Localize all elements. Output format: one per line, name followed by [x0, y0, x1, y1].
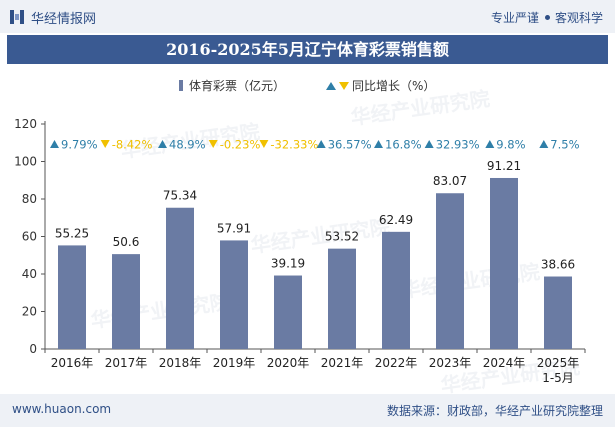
legend-growth-label: 同比增长（%） — [352, 79, 435, 93]
growth-up-triangle-icon — [424, 140, 434, 148]
x-tick-label: 2023年 — [429, 356, 472, 370]
growth-down-triangle-icon — [100, 140, 110, 148]
y-tick-label: 100 — [14, 155, 37, 169]
data-source: 数据来源：财政部，华经产业研究院整理 — [386, 404, 603, 418]
legend-bar-label: 体育彩票（亿元） — [189, 78, 285, 93]
bar — [544, 276, 572, 349]
legend-up-triangle-icon — [326, 82, 336, 90]
bar-value-label: 75.34 — [163, 189, 197, 203]
growth-label: 36.57% — [328, 138, 372, 152]
bar — [220, 240, 248, 349]
growth-label: -0.23% — [220, 138, 261, 152]
growth-label: 16.8% — [385, 138, 422, 152]
growth-up-triangle-icon — [539, 140, 549, 148]
x-tick-label: 2020年 — [267, 356, 310, 370]
bar — [490, 177, 518, 349]
growth-up-triangle-icon — [50, 140, 59, 148]
x-tick-label: 2018年 — [159, 356, 202, 370]
y-tick-label: 80 — [22, 192, 37, 206]
bar — [58, 245, 86, 349]
growth-up-triangle-icon — [485, 140, 495, 148]
growth-up-triangle-icon — [316, 140, 326, 148]
x-tick-label: 2025年 — [537, 356, 580, 370]
growth-up-triangle-icon — [158, 140, 167, 148]
bar — [382, 231, 410, 349]
growth-label: -8.42% — [112, 138, 153, 152]
x-tick-label: 2017年 — [105, 356, 148, 370]
huajing-logo-icon — [10, 10, 24, 24]
bar — [166, 207, 194, 349]
bar-value-label: 55.25 — [55, 226, 89, 240]
tagline-left: 专业严谨 — [490, 11, 539, 25]
growth-label: 7.5% — [550, 138, 579, 152]
bar-value-label: 39.19 — [271, 257, 305, 271]
x-tick-label-sub: 1-5月 — [542, 371, 574, 385]
y-tick-label: 0 — [29, 342, 37, 356]
growth-label: 9.79% — [61, 138, 98, 152]
bar-value-label: 50.6 — [113, 235, 140, 249]
bar-value-label: 91.21 — [487, 159, 521, 173]
growth-down-triangle-icon — [259, 140, 269, 148]
growth-label: 32.93% — [436, 138, 480, 152]
growth-label: 48.9% — [169, 138, 206, 152]
x-tick-label: 2021年 — [321, 356, 364, 370]
x-tick-label: 2019年 — [213, 356, 256, 370]
x-tick-label: 2016年 — [51, 356, 94, 370]
y-tick-label: 40 — [22, 267, 37, 281]
website-link[interactable]: www.huaon.com — [12, 402, 112, 416]
separator-dot-icon — [544, 15, 550, 20]
growth-label: 9.8% — [496, 138, 525, 152]
bar-value-label: 53.52 — [325, 230, 359, 244]
y-tick-label: 120 — [14, 117, 37, 131]
bar — [328, 248, 356, 349]
x-tick-label: 2024年 — [483, 356, 526, 370]
bar — [112, 254, 140, 349]
footer-bar: www.huaon.com 数据来源：财政部，华经产业研究院整理 — [0, 394, 615, 427]
y-tick-label: 60 — [22, 230, 37, 244]
title-bar: 2016-2025年5月辽宁体育彩票销售额 — [7, 35, 608, 64]
brand-name: 华经情报网 — [31, 12, 97, 27]
header-bar: 华经情报网 专业严谨 客观科学 — [0, 0, 615, 33]
tagline: 专业严谨 客观科学 — [491, 9, 603, 26]
legend-down-triangle-icon — [339, 82, 349, 90]
x-tick-label: 2022年 — [375, 356, 418, 370]
growth-down-triangle-icon — [208, 140, 218, 148]
bar-chart: 体育彩票（亿元） 同比增长（%） 0 20 40 60 80 100 120 55.25 2016年… — [14, 78, 586, 385]
bar-value-label: 62.49 — [379, 213, 413, 227]
tagline-right: 客观科学 — [554, 11, 603, 25]
growth-up-triangle-icon — [374, 140, 383, 148]
bar-value-label: 83.07 — [433, 174, 467, 188]
bar — [274, 275, 302, 349]
bar — [436, 193, 464, 349]
legend-bar-swatch — [179, 80, 183, 91]
y-tick-label: 20 — [22, 305, 37, 319]
chart-title: 2016-2025年5月辽宁体育彩票销售额 — [166, 40, 449, 59]
growth-label: -32.33% — [270, 138, 318, 152]
bar-value-label: 57.91 — [217, 221, 251, 235]
bar-value-label: 38.66 — [541, 258, 575, 272]
